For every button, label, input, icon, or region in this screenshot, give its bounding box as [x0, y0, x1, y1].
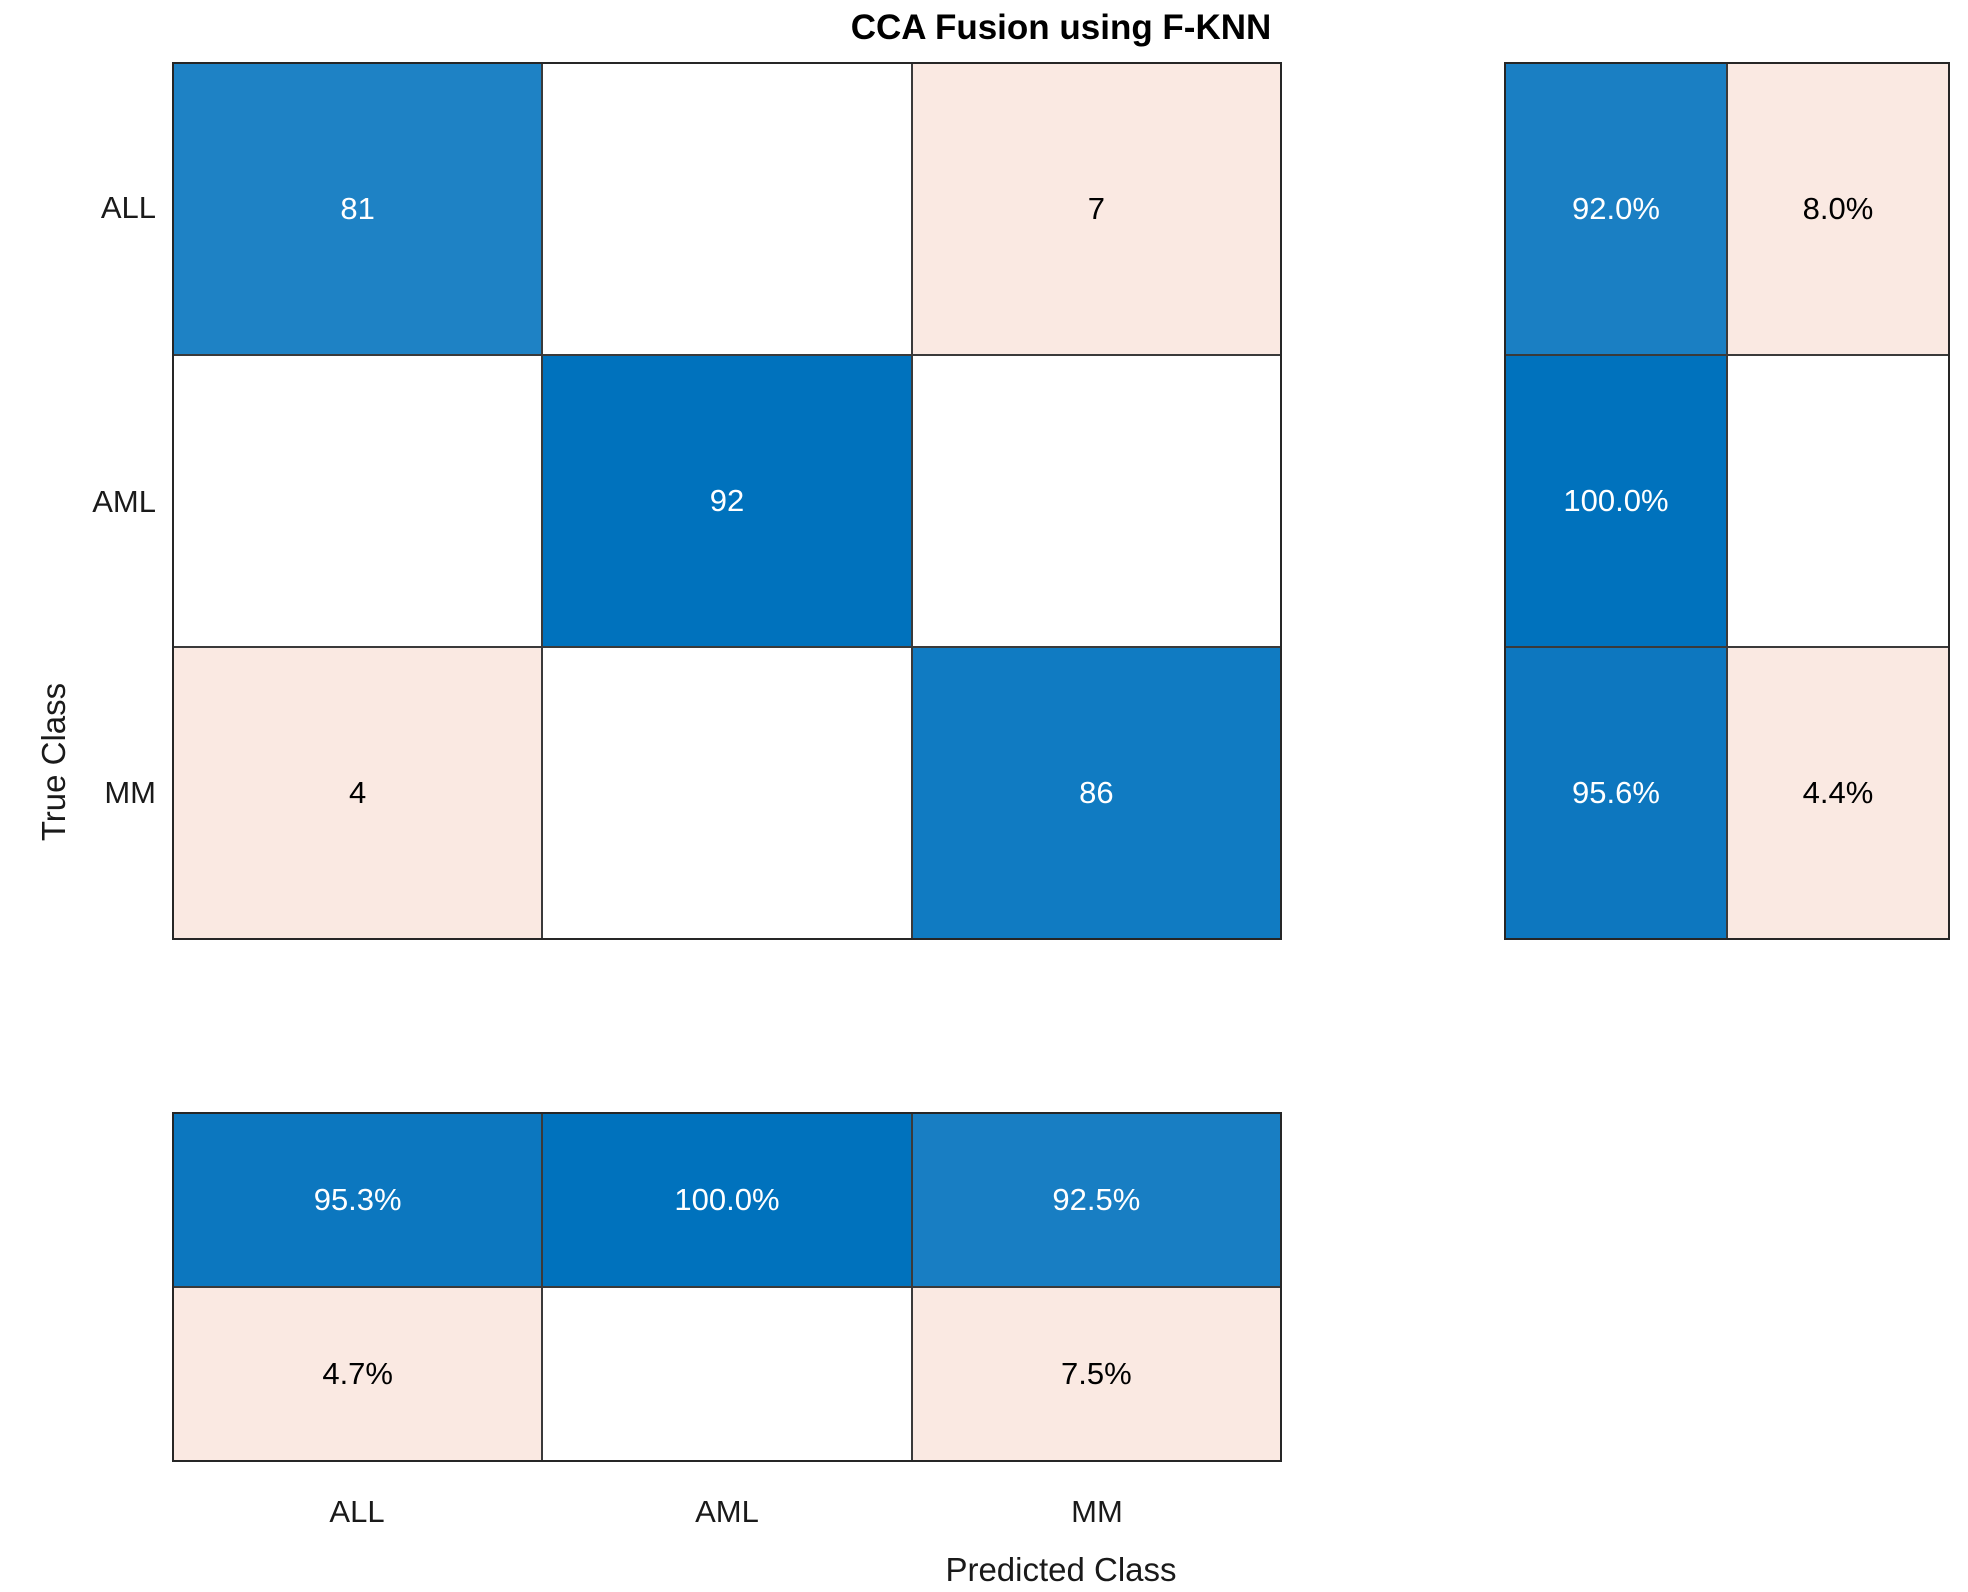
- x-axis-title: Predicted Class: [945, 1551, 1177, 1588]
- confusion-cell: 4: [174, 648, 542, 938]
- row-summary-cell: 95.6%: [1506, 648, 1726, 938]
- confusion-cell: 86: [912, 648, 1280, 938]
- column-summary-cell: 4.7%: [174, 1288, 542, 1460]
- chart-title: CCA Fusion using F-KNN: [850, 8, 1272, 47]
- row-summary-cell: 8.0%: [1728, 64, 1948, 354]
- x-tick-label-mm: MM: [1071, 1494, 1123, 1529]
- confusion-cell: [543, 64, 911, 354]
- y-tick-label-mm: MM: [104, 775, 156, 810]
- y-tick-label-aml: AML: [92, 484, 156, 519]
- column-summary-cell: 7.5%: [912, 1288, 1280, 1460]
- row-summary-cell: 4.4%: [1728, 648, 1948, 938]
- row-summary-cell: [1728, 356, 1948, 646]
- confusion-cell: 81: [174, 64, 542, 354]
- x-tick-label-all: ALL: [329, 1494, 385, 1529]
- column-summary-cell: 92.5%: [912, 1114, 1280, 1286]
- column-summary-cell: [543, 1288, 911, 1460]
- row-summary-grid: 92.0% 8.0% 100.0% 95.6% 4.4%: [1504, 62, 1950, 940]
- column-summary-cell: 100.0%: [543, 1114, 911, 1286]
- confusion-cell: 92: [543, 356, 911, 646]
- confusion-cell: [912, 356, 1280, 646]
- confusion-matrix-grid: 81 7 92 4 86: [172, 62, 1282, 940]
- row-summary-cell: 92.0%: [1506, 64, 1726, 354]
- y-axis-title: True Class: [35, 682, 72, 842]
- column-summary-grid: 95.3% 100.0% 92.5% 4.7% 7.5%: [172, 1112, 1282, 1462]
- y-tick-label-all: ALL: [100, 190, 156, 225]
- confusion-cell: [174, 356, 542, 646]
- column-summary-cell: 95.3%: [174, 1114, 542, 1286]
- x-tick-label-aml: AML: [695, 1494, 759, 1529]
- confusion-cell: [543, 648, 911, 938]
- confusion-cell: 7: [912, 64, 1280, 354]
- row-summary-cell: 100.0%: [1506, 356, 1726, 646]
